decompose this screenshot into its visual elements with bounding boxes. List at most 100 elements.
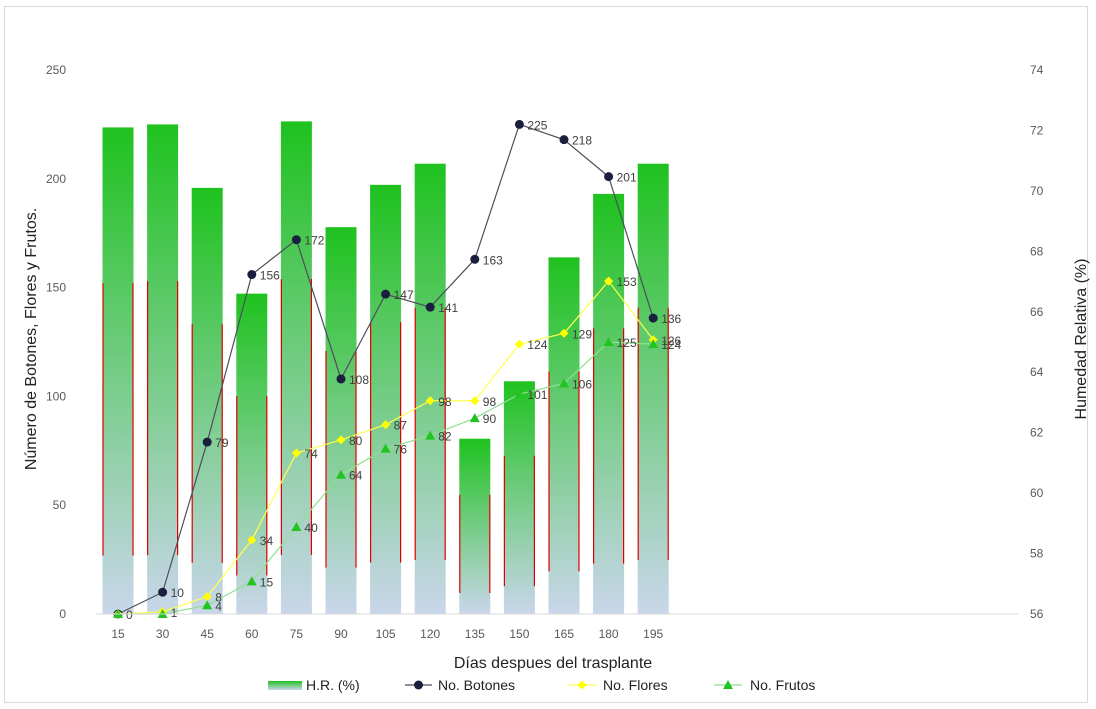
x-tick-label: 75	[290, 627, 304, 641]
flores-data-label: 34	[260, 534, 274, 548]
y2-tick-label: 70	[1030, 184, 1044, 198]
legend-flores-label: No. Flores	[603, 677, 668, 693]
hr-bar	[548, 257, 580, 614]
hr-bar	[414, 163, 446, 614]
botones-data-label: 156	[260, 269, 280, 283]
frutos-data-label: 101	[527, 388, 547, 402]
frutos-point	[469, 413, 480, 423]
hr-bar-fill	[325, 227, 357, 614]
frutos-data-label: 125	[617, 336, 637, 350]
legend-botones-label: No. Botones	[438, 677, 515, 693]
axes: Días despues del trasplante Número de Bo…	[23, 63, 1090, 672]
botones-data-label: 225	[527, 118, 547, 132]
hr-bar-fill	[147, 124, 179, 615]
y2-tick-label: 58	[1030, 547, 1044, 561]
legend-frutos-label: No. Frutos	[750, 677, 815, 693]
flores-data-label: 126	[661, 334, 681, 348]
frutos-data-label: 106	[572, 377, 592, 391]
hr-bar-fill	[236, 293, 268, 614]
flores-data-label: 74	[304, 447, 318, 461]
botones-point	[247, 270, 257, 280]
x-tick-label: 105	[376, 627, 396, 641]
hr-bar-fill	[280, 121, 312, 614]
y2-tick-label: 66	[1030, 305, 1044, 319]
y-tick-label: 0	[59, 607, 66, 621]
botones-point	[381, 289, 391, 299]
hr-bar-fill	[370, 184, 402, 614]
frutos-point	[425, 430, 436, 440]
flores-point	[514, 339, 524, 349]
frutos-point	[291, 521, 302, 531]
frutos-point	[246, 576, 257, 586]
botones-data-label: 147	[394, 288, 414, 302]
hr-bar	[236, 293, 268, 614]
y-tick-label: 100	[46, 389, 66, 403]
x-tick-label: 165	[554, 627, 574, 641]
flores-data-label: 98	[483, 395, 497, 409]
botones-data-label: 141	[438, 301, 458, 315]
flores-data-label: 8	[215, 591, 222, 605]
y2-tick-label: 72	[1030, 123, 1044, 137]
frutos-point	[514, 389, 525, 399]
flores-data-label: 98	[438, 395, 452, 409]
flores-data-label: 129	[572, 327, 592, 341]
flores-point	[336, 435, 346, 445]
legend-frutos-marker	[723, 680, 733, 689]
botones-point	[425, 302, 435, 312]
flores-point	[291, 448, 301, 458]
hr-bar-fill	[191, 187, 223, 614]
botones-point	[514, 119, 524, 129]
hr-bar	[147, 124, 179, 615]
legend-hr-label: H.R. (%)	[306, 677, 360, 693]
botones-point	[158, 587, 168, 597]
x-tick-label: 90	[334, 627, 348, 641]
botones-data-label: 79	[215, 436, 229, 450]
x-tick-label: 180	[599, 627, 619, 641]
hr-bar	[191, 187, 223, 614]
x-tick-label: 195	[643, 627, 663, 641]
y-tick-label: 250	[46, 63, 66, 77]
frutos-data-label: 4	[215, 599, 222, 613]
frutos-point	[648, 339, 659, 349]
legend: H.R. (%) No. Botones No. Flores No. Frutos	[268, 677, 815, 693]
x-tick-label: 15	[111, 627, 125, 641]
y-tick-label: 50	[53, 498, 67, 512]
x-tick-label: 45	[201, 627, 215, 641]
y2-tick-label: 62	[1030, 426, 1044, 440]
y2-tick-label: 60	[1030, 486, 1044, 500]
frutos-data-label: 82	[438, 430, 452, 444]
flores-data-label: 87	[394, 419, 408, 433]
flores-data-label: 80	[349, 434, 363, 448]
legend-flores-marker	[577, 680, 587, 690]
y2-tick-label: 64	[1030, 365, 1044, 379]
data-labels: 0 10 79 156 172 108 147 141 163 225 218 201 136 1 8 34 7…	[126, 118, 682, 622]
flores-point	[202, 592, 212, 602]
hr-bar	[592, 193, 625, 614]
y2-tick-label: 56	[1030, 607, 1044, 621]
chart-frame	[4, 6, 1088, 703]
frutos-data-label: 40	[304, 521, 318, 535]
hr-bar	[503, 381, 536, 614]
hr-bar-fill	[503, 381, 535, 614]
flores-point	[604, 276, 614, 286]
frutos-data-label: 76	[394, 443, 408, 457]
frutos-point	[336, 469, 346, 479]
flores-point	[559, 328, 569, 338]
hr-bar-fill	[102, 127, 134, 614]
hr-bar-fill	[459, 438, 491, 614]
x-tick-label: 120	[420, 627, 440, 641]
botones-data-label: 172	[304, 234, 324, 248]
botones-point	[202, 437, 212, 447]
y-axis-title: Número de Botones, Flores y Frutos.	[23, 208, 40, 470]
frutos-data-label: 15	[260, 575, 274, 589]
flores-data-label: 1	[171, 606, 178, 620]
frutos-data-label: 64	[349, 469, 363, 483]
hr-bar	[459, 438, 491, 614]
botones-point	[648, 313, 658, 323]
x-tick-label: 60	[245, 627, 259, 641]
botones-point	[336, 374, 346, 384]
botones-point	[291, 235, 301, 245]
hr-bar	[325, 227, 357, 614]
hr-bar	[370, 184, 402, 614]
botones-point	[559, 135, 569, 145]
